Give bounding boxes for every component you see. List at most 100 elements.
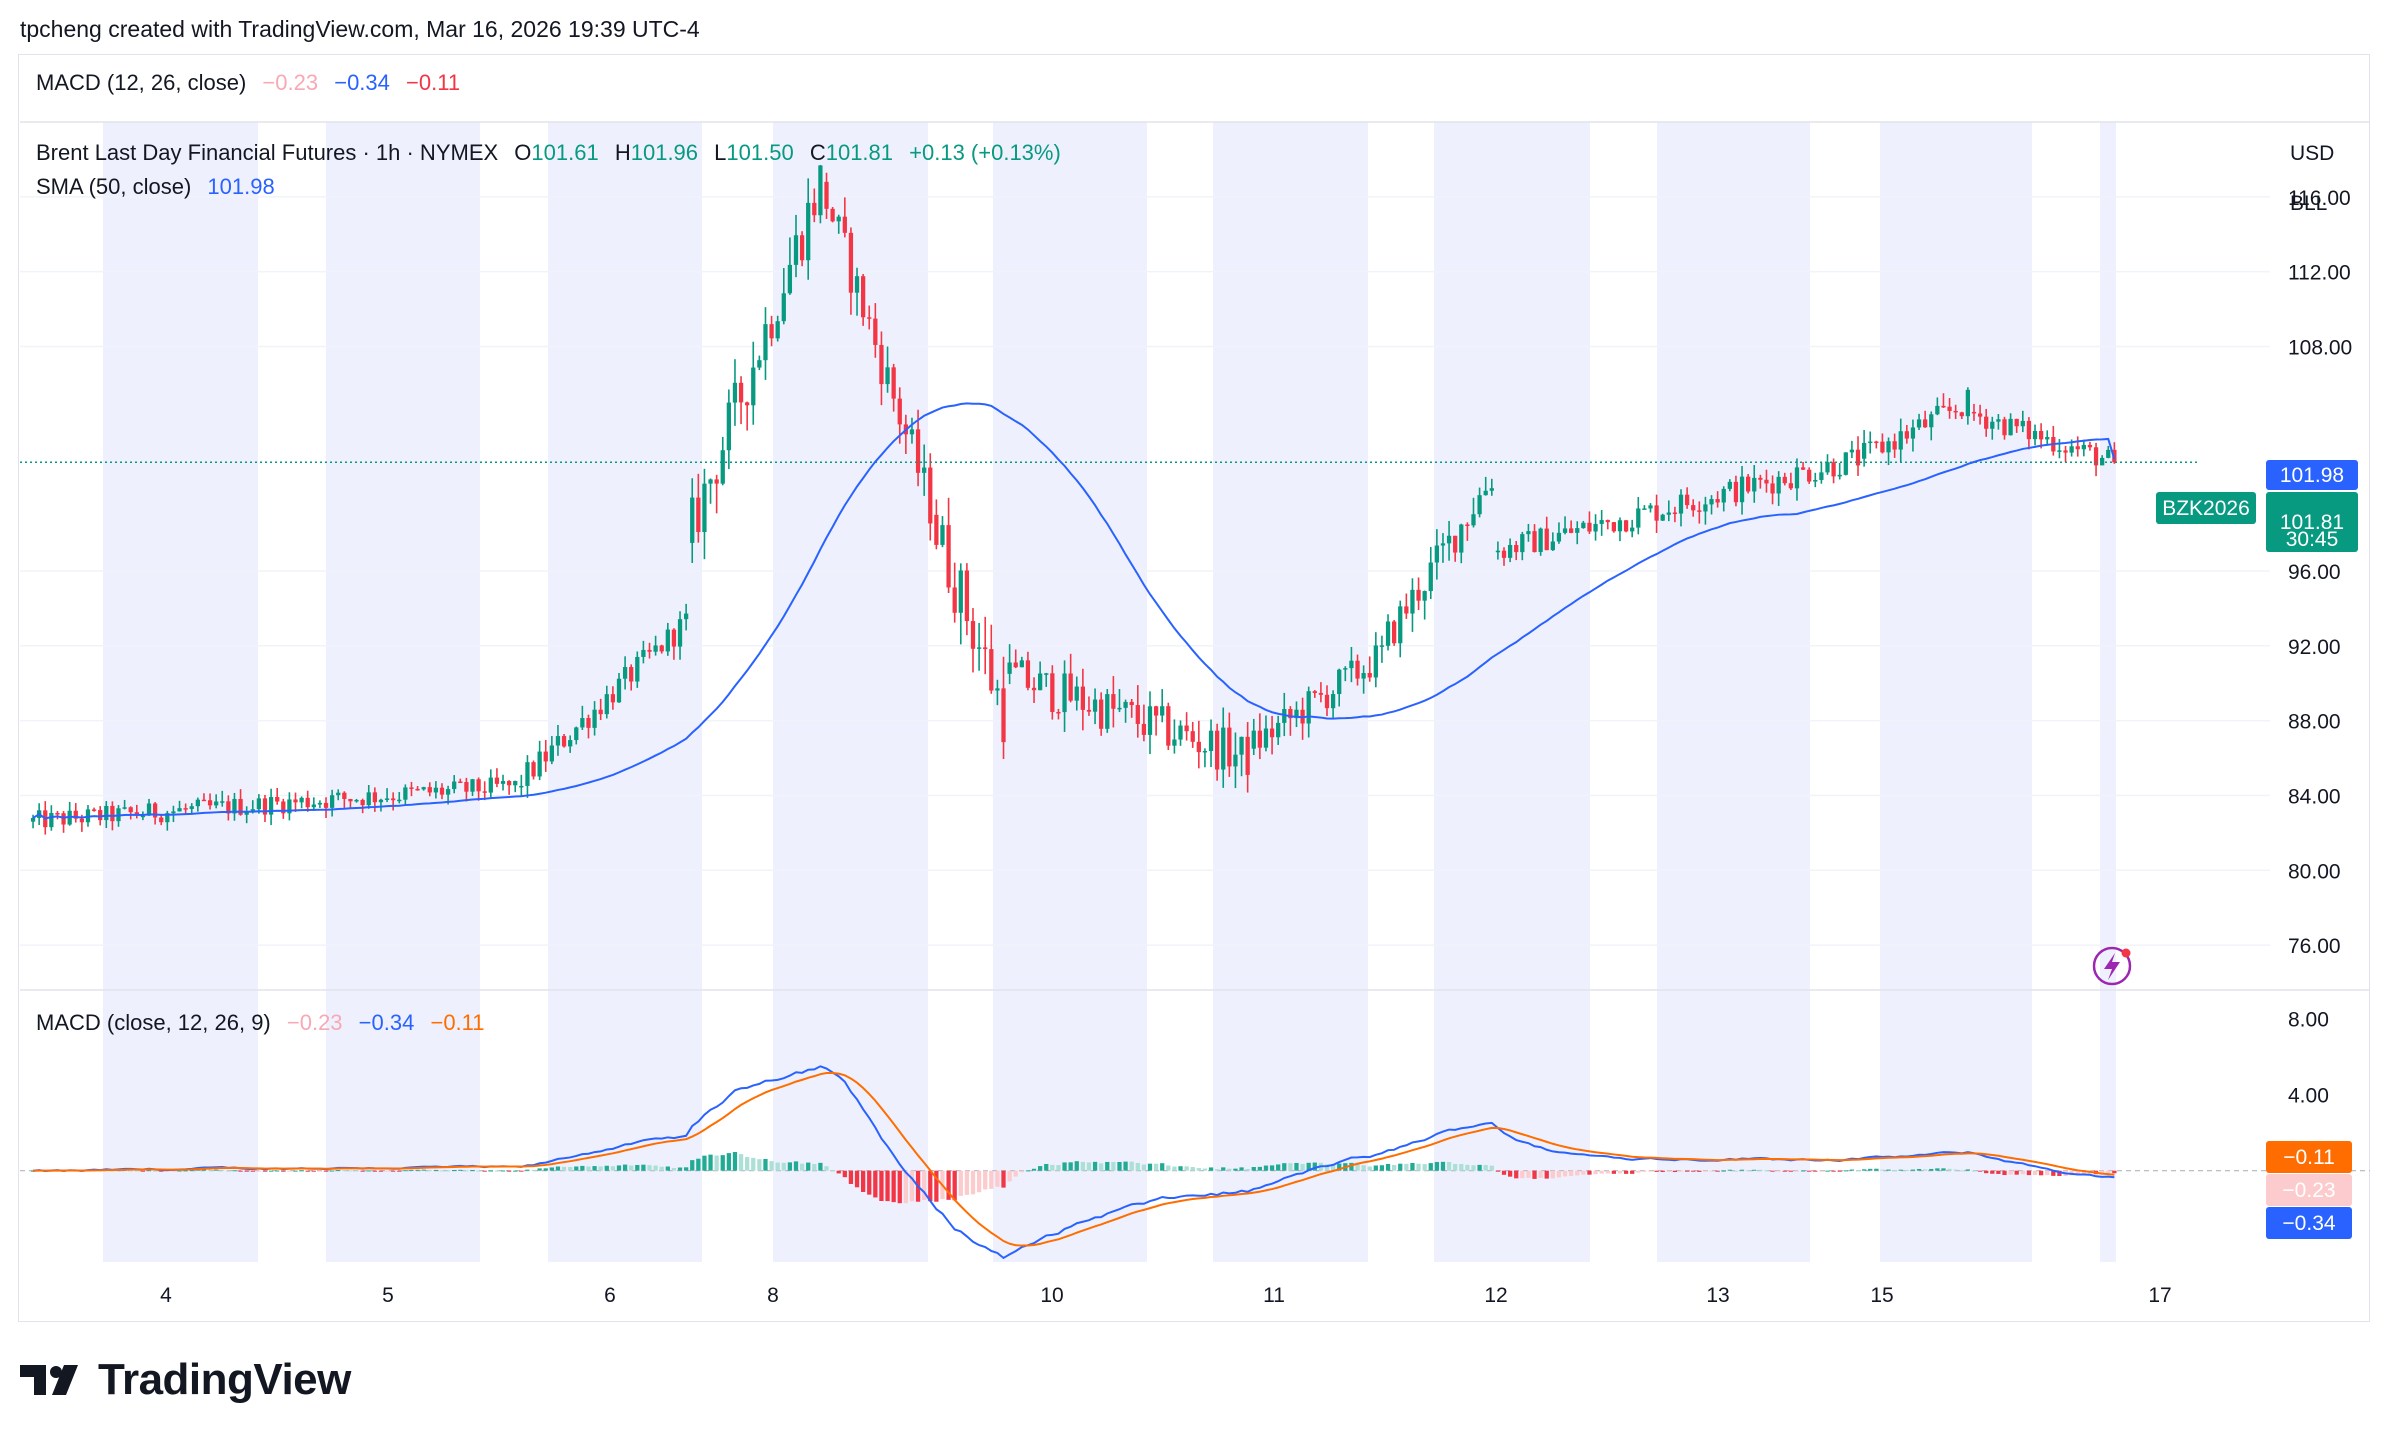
candle-body: [165, 813, 170, 823]
candle-body: [250, 809, 255, 812]
candle-body: [1910, 427, 1916, 439]
macd-hist-bar: [1092, 1161, 1098, 1171]
candle-body: [1623, 520, 1629, 532]
macd-legend[interactable]: MACD (close, 12, 26, 9) −0.23 −0.34 −0.1…: [36, 1010, 495, 1036]
macd-hist-bar: [1306, 1162, 1311, 1171]
lightning-icon-bolt: [2104, 953, 2120, 980]
macd-hist-bar: [2081, 1170, 2086, 1175]
candle-body: [1953, 410, 1958, 413]
macd-hist-bar: [757, 1159, 762, 1171]
candle-body: [1196, 741, 1201, 753]
macd-hist-bar: [1446, 1162, 1452, 1171]
candle-body: [616, 678, 622, 703]
candle-body: [98, 810, 103, 821]
candle-body: [189, 806, 194, 809]
close-value: 101.81: [825, 140, 894, 165]
candle-body: [1239, 736, 1244, 755]
candle-body: [1330, 694, 1336, 709]
top-macd-legend[interactable]: MACD (12, 26, close) −0.23 −0.34 −0.11: [36, 70, 470, 96]
sma-legend[interactable]: SMA (50, close) 101.98: [36, 174, 285, 200]
candle-body: [775, 321, 780, 339]
candle-body: [2008, 418, 2013, 436]
macd-hist-bar: [983, 1170, 988, 1190]
currency-label[interactable]: USD: [2290, 142, 2335, 165]
candle-body: [909, 429, 915, 435]
candle-body: [427, 787, 432, 793]
macd-hist-bar: [458, 1169, 463, 1171]
candle-body: [1611, 522, 1617, 532]
candle-body: [1544, 528, 1549, 551]
tradingview-logo-icon: [20, 1365, 78, 1395]
macd-hist-bar: [574, 1166, 579, 1171]
candle-body: [555, 736, 561, 746]
candle-body: [366, 792, 371, 806]
macd-hist-bar: [702, 1155, 707, 1171]
macd-hist-bar: [653, 1165, 658, 1171]
macd-hist-bar: [2112, 1170, 2117, 1174]
macd-hist-bar: [543, 1168, 548, 1171]
high-label: H: [614, 140, 631, 165]
macd-hist-bar: [232, 1170, 237, 1172]
candle-body: [1721, 488, 1726, 503]
macd-hist-bar: [1239, 1167, 1244, 1171]
price-legend[interactable]: Brent Last Day Financial Futures · 1h · …: [36, 140, 1071, 166]
macd-hist-bar: [1153, 1163, 1159, 1171]
macd-hist-bar: [317, 1170, 323, 1172]
candle-body: [604, 694, 609, 715]
macd-hist-bar: [360, 1170, 365, 1172]
candle-body: [574, 727, 579, 741]
unit-label[interactable]: BLL: [2290, 192, 2328, 215]
candle-body: [897, 398, 902, 425]
candle-body: [622, 667, 628, 679]
candle-body: [1471, 514, 1476, 526]
macd-hist-bar: [970, 1170, 976, 1195]
macd-hist-bar: [1691, 1170, 1696, 1172]
candle-body: [1294, 709, 1299, 719]
candle-body: [922, 467, 927, 473]
time-tick-6: 12: [1484, 1284, 1507, 1307]
macd-hist-bar: [799, 1163, 805, 1171]
candle-body: [842, 216, 847, 233]
candle-body: [696, 497, 701, 533]
macd-hist-bar: [830, 1170, 835, 1172]
macd-hist-bar: [677, 1167, 683, 1171]
candle-body: [1221, 727, 1226, 770]
candle-body: [275, 797, 280, 802]
sma-name: SMA (50, close): [36, 174, 192, 199]
sma-value: 101.98: [207, 174, 275, 199]
macd-hist-bar: [1916, 1168, 1922, 1171]
macd-hist-bar: [1532, 1170, 1537, 1179]
candle-body: [580, 718, 585, 728]
candle-body: [409, 787, 414, 789]
macd-hist-bar: [1483, 1165, 1488, 1171]
price-tick-3: 96.00: [2288, 561, 2341, 584]
candle-body: [195, 799, 200, 807]
macd-hist-bar: [726, 1153, 731, 1171]
macd-hist-bar: [1410, 1162, 1415, 1171]
macd-hist-bar: [781, 1162, 786, 1171]
tradingview-logo[interactable]: TradingView: [20, 1355, 351, 1405]
macd-hist-bar: [1800, 1170, 1806, 1172]
macd-hist-bar: [2038, 1170, 2044, 1176]
candle-body: [1678, 494, 1684, 514]
macd-hist-bar: [616, 1165, 622, 1171]
macd-hist-bar: [952, 1170, 957, 1201]
macd-hist-bar: [1794, 1170, 1800, 1172]
macd-hist-bar: [1953, 1169, 1958, 1171]
macd-hist-bar: [1825, 1170, 1830, 1172]
macd-hist-bar: [842, 1170, 847, 1178]
candle-body: [1617, 520, 1623, 532]
candle-body: [1959, 412, 1964, 417]
close-label: C: [809, 140, 826, 165]
candle-body: [1202, 750, 1208, 753]
candle-body: [452, 781, 457, 790]
candle-body: [1593, 523, 1598, 532]
macd-hist-bar: [299, 1170, 304, 1172]
macd-hist-bar: [995, 1170, 1000, 1187]
macd-hist-bar: [1007, 1170, 1012, 1182]
macd-hist-bar: [885, 1170, 890, 1202]
macd-hist-bar: [1947, 1168, 1952, 1171]
candle-body: [586, 718, 591, 728]
candle-body: [1855, 449, 1861, 466]
